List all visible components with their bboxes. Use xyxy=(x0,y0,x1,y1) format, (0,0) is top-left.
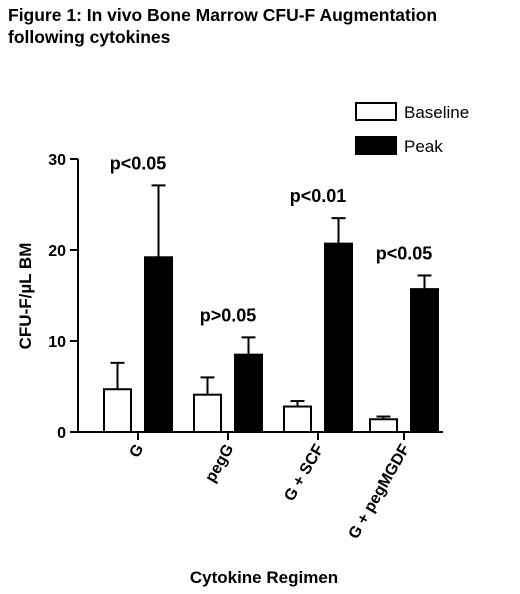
bar-baseline xyxy=(103,388,132,434)
p-value-annotation: p<0.05 xyxy=(376,243,433,263)
legend-swatch-baseline xyxy=(355,102,397,121)
y-axis: 0 10 20 30 xyxy=(48,152,79,442)
bars: p<0.05 p>0.05 p<0.01 p<0.05 xyxy=(103,153,439,434)
chart-title: Figure 1: In vivo Bone Marrow CFU-F Augm… xyxy=(8,4,513,48)
legend: Baseline Peak xyxy=(355,102,469,156)
bar-baseline xyxy=(283,405,312,433)
p-value-annotation: p<0.05 xyxy=(110,153,167,173)
chart-title-line-1: Figure 1: In vivo Bone Marrow CFU-F Augm… xyxy=(8,5,438,25)
y-tick-label: 30 xyxy=(48,152,66,169)
p-value-annotation: p>0.05 xyxy=(200,305,257,325)
bar-peak xyxy=(234,353,263,433)
bar-peak xyxy=(324,242,353,433)
bar-peak xyxy=(144,256,173,433)
bar-peak xyxy=(410,288,439,433)
legend-label-baseline: Baseline xyxy=(404,103,469,122)
bar-baseline xyxy=(369,418,398,434)
y-tick-label: 20 xyxy=(48,243,66,260)
y-axis-title: CFU-F/µL BM xyxy=(16,243,35,350)
y-tick-label: 0 xyxy=(57,425,66,442)
legend-label-peak: Peak xyxy=(404,137,443,156)
chart-title-line-2: following cytokines xyxy=(8,27,171,47)
x-tick-label: G + pegMGDF xyxy=(346,441,414,542)
p-value-annotation: p<0.01 xyxy=(290,186,347,206)
y-tick-label: 10 xyxy=(48,334,66,351)
legend-swatch-peak xyxy=(355,136,397,155)
x-axis-title: Cytokine Regimen xyxy=(190,568,338,587)
x-tick-label: G + SCF xyxy=(281,441,327,504)
x-tick-label: pegG xyxy=(202,442,237,486)
x-tick-label: G xyxy=(127,442,148,461)
bar-baseline xyxy=(193,393,222,434)
